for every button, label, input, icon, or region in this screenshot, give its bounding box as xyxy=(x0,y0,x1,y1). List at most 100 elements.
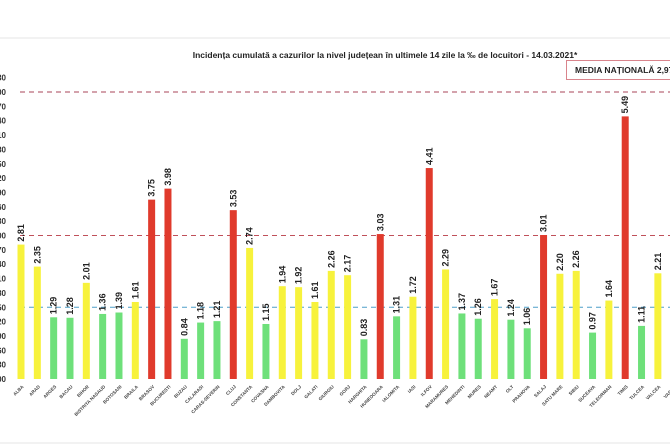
category-label: BACAU xyxy=(58,384,74,400)
category-label: CLUJ xyxy=(225,384,237,396)
value-label: 1.26 xyxy=(473,298,483,316)
value-label: 4.41 xyxy=(424,148,434,166)
bar-ialomita xyxy=(393,316,401,379)
category-label: ALBA xyxy=(12,384,25,397)
bar-timis xyxy=(621,116,629,380)
value-label: 5.49 xyxy=(620,96,630,114)
y-tick-label: 2.10 xyxy=(0,275,7,284)
bar-prahova xyxy=(523,328,531,379)
value-label: 1.06 xyxy=(522,308,532,326)
value-label: 1.24 xyxy=(506,299,516,317)
value-label: 1.18 xyxy=(196,302,206,320)
bar-valcea xyxy=(654,273,662,379)
value-label: 2.26 xyxy=(571,250,581,268)
category-label: VALCEA xyxy=(645,384,662,401)
category-label: GALATI xyxy=(303,384,318,399)
bar-harghita xyxy=(360,339,368,379)
y-tick-label: 2.40 xyxy=(0,260,7,269)
value-label: 3.75 xyxy=(147,179,157,197)
y-tick-label: 1.80 xyxy=(0,289,7,298)
category-label: SIBIU xyxy=(568,384,581,397)
y-tick-label: 4.20 xyxy=(0,174,7,183)
national-average-box: MEDIA NAȚIONALĂ 2,97 xyxy=(566,60,670,80)
y-tick-label: 6.00 xyxy=(0,88,7,97)
bar-bucuresti xyxy=(164,188,172,379)
value-label: 3.53 xyxy=(228,190,238,208)
y-tick-label: 5.70 xyxy=(0,102,7,111)
value-label: 2.17 xyxy=(343,255,353,273)
y-tick-label: 1.50 xyxy=(0,303,7,312)
y-tick-label: 3.30 xyxy=(0,217,7,226)
value-label: 1.29 xyxy=(49,297,59,315)
y-axis: 0.00 0.30 0.60 0.90 1.20 1.50 1.80 2.10 2.40 2.70… xyxy=(0,74,7,384)
value-label: 1.37 xyxy=(457,293,467,311)
category-label: GIURGIU xyxy=(318,384,336,402)
bar-dolj xyxy=(295,287,303,379)
value-label: 2.35 xyxy=(32,246,42,264)
value-label: 1.92 xyxy=(294,267,304,285)
y-tick-label: 4.50 xyxy=(0,160,7,169)
y-tick-label: 6.30 xyxy=(0,74,7,83)
value-label: 1.28 xyxy=(65,297,75,315)
value-label: 1.11 xyxy=(637,306,647,323)
category-label: BUZAU xyxy=(173,384,188,399)
bar-galati xyxy=(311,301,319,379)
value-label: 2.74 xyxy=(245,227,255,245)
value-label: 0.83 xyxy=(359,319,369,337)
bar-satu-mare xyxy=(556,273,564,379)
bar-ilfov xyxy=(425,168,433,379)
y-tick-label: 0.00 xyxy=(0,375,7,384)
y-tick-label: 0.60 xyxy=(0,346,7,355)
value-label: 3.98 xyxy=(163,168,173,186)
value-label: 1.61 xyxy=(310,281,320,299)
y-tick-label: 3.00 xyxy=(0,232,7,241)
bar-neamt xyxy=(491,299,499,379)
value-label: 1.72 xyxy=(408,276,418,294)
value-label: 1.39 xyxy=(114,292,124,310)
category-label: ARGES xyxy=(42,384,57,399)
bar-maramures xyxy=(442,269,450,379)
bars: 2.81 ALBA 2.35 ARAD 1.29 ARGES 1.28 BACAU 2.01 BI… xyxy=(12,96,670,417)
y-tick-label: 3.60 xyxy=(0,203,7,212)
value-label: 1.67 xyxy=(490,279,500,297)
bar-tulcea xyxy=(638,325,646,379)
category-label: IASI xyxy=(407,384,417,394)
value-label: 1.15 xyxy=(261,303,271,321)
value-label: 1.21 xyxy=(212,301,222,319)
bar-cluj xyxy=(229,210,237,379)
category-label: PRAHOVA xyxy=(511,384,531,404)
category-label: DOLJ xyxy=(290,384,303,397)
bar-iasi xyxy=(409,296,417,379)
category-label: GORJ xyxy=(339,384,352,397)
value-label: 1.64 xyxy=(604,280,614,298)
bar-gorj xyxy=(344,275,352,379)
y-tick-label: 2.70 xyxy=(0,246,7,255)
category-label: SALAJ xyxy=(533,384,547,398)
y-tick-label: 5.40 xyxy=(0,117,7,126)
bar-giurgiu xyxy=(327,270,335,379)
category-label: CARAS-SEVERIN xyxy=(190,384,221,415)
y-tick-label: 4.80 xyxy=(0,145,7,154)
value-label: 1.94 xyxy=(277,266,287,284)
bar-teleorman xyxy=(605,300,613,379)
category-label: NEAMT xyxy=(483,384,498,399)
category-label: IALOMITA xyxy=(381,384,400,403)
bar-constanta xyxy=(246,247,254,379)
y-tick-label: 3.90 xyxy=(0,188,7,197)
bar-arad xyxy=(33,266,41,379)
bar-arges xyxy=(50,317,58,379)
bar-salaj xyxy=(540,235,548,379)
bar-covasna xyxy=(262,323,270,379)
bar-dambovita xyxy=(278,286,286,379)
y-tick-label: 1.20 xyxy=(0,318,7,327)
category-label: VASLUI xyxy=(663,384,670,399)
value-label: 0.97 xyxy=(588,312,598,330)
bar-suceava xyxy=(589,332,597,379)
category-label: TIMIS xyxy=(617,384,629,396)
bar-bihor xyxy=(82,282,90,379)
value-label: 2.20 xyxy=(555,253,565,271)
chart-title: Incidența cumulată a cazurilor la nivel … xyxy=(193,50,578,60)
bar-bistrita-nasaud xyxy=(99,313,107,379)
category-label: TULCEA xyxy=(629,384,646,401)
